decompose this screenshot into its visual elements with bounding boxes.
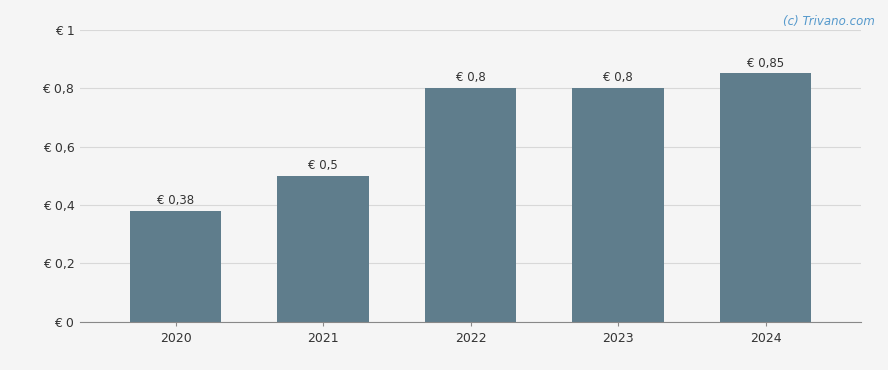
Bar (573, 88, 664, 322)
Text: € 0,38: € 0,38 (157, 194, 194, 207)
Bar (277, 176, 369, 322)
Text: € 0,5: € 0,5 (308, 159, 338, 172)
Text: € 0,8: € 0,8 (456, 71, 486, 84)
Text: (c) Trivano.com: (c) Trivano.com (783, 15, 875, 28)
Bar (130, 211, 221, 322)
Bar (425, 88, 516, 322)
Text: € 0,8: € 0,8 (603, 71, 633, 84)
Text: € 0,85: € 0,85 (747, 57, 784, 70)
Bar (720, 73, 812, 322)
